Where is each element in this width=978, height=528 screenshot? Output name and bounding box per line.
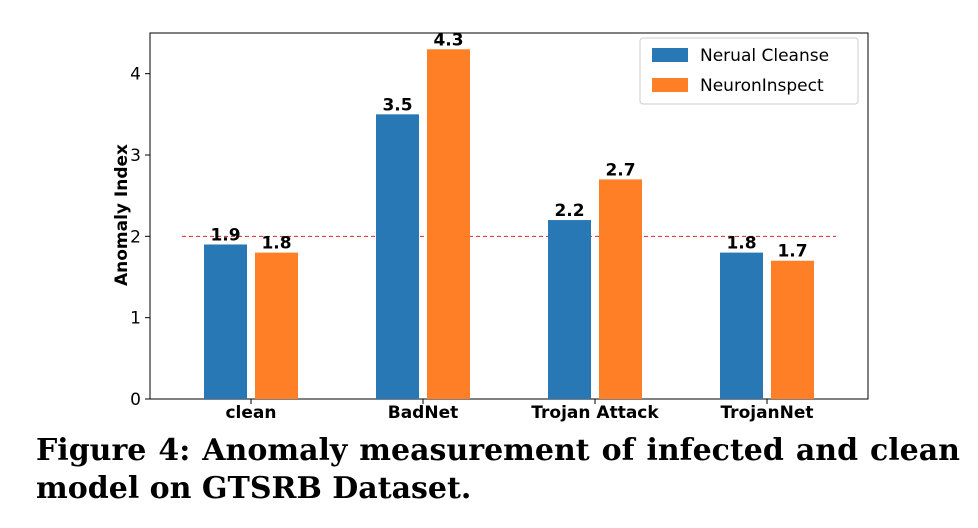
bar-value-label: 1.9 [210, 225, 240, 245]
bar-neuroninspect [255, 252, 298, 399]
legend-box [639, 37, 859, 105]
y-tick-label: 3 [130, 146, 141, 166]
x-axis: clean BadNet Trojan Attack TrojanNet [225, 399, 814, 423]
bar-neuroninspect [427, 49, 470, 400]
y-tick-label: 1 [130, 309, 141, 329]
x-tick-label: TrojanNet [720, 403, 813, 423]
bar-value-label: 1.8 [261, 234, 291, 254]
bar-neuroninspect [599, 179, 642, 399]
bar-nerual-cleanse [548, 220, 591, 399]
plot-area-border [149, 32, 869, 400]
legend-swatch-nerual-cleanse [652, 48, 688, 62]
legend-swatch-neuroninspect [652, 78, 688, 92]
legend-label-neuroninspect: NeuronInspect [700, 76, 824, 96]
value-labels-layer: 1.9 1.8 3.5 4.3 2.2 2.7 1.8 1.7 [210, 30, 807, 261]
bar-value-label: 4.3 [433, 30, 463, 50]
y-axis: 0 1 2 3 4 [130, 65, 150, 410]
plot-frame [149, 32, 869, 400]
bar-chart: 1.9 1.8 3.5 4.3 2.2 2.7 1.8 1.7 0 1 2 3 4 clean BadN… [112, 30, 869, 423]
bar-nerual-cleanse [376, 114, 419, 399]
y-tick-label: 2 [130, 227, 141, 247]
legend: Nerual Cleanse NeuronInspect [639, 37, 859, 105]
bar-value-label: 2.2 [554, 201, 584, 221]
bar-nerual-cleanse [720, 252, 763, 399]
x-tick-label: clean [225, 403, 276, 423]
bar-value-label: 1.7 [777, 242, 807, 262]
bar-value-label: 3.5 [382, 95, 412, 115]
bar-value-label: 2.7 [605, 160, 635, 180]
bar-value-label: 1.8 [726, 234, 756, 254]
bars-layer [204, 49, 814, 400]
x-tick-label: BadNet [388, 403, 458, 423]
y-tick-label: 0 [130, 390, 141, 410]
figure-caption: Figure 4: Anomaly measurement of infecte… [36, 433, 960, 506]
bar-neuroninspect [771, 260, 814, 399]
y-tick-label: 4 [130, 65, 141, 85]
bar-nerual-cleanse [204, 244, 247, 399]
x-tick-label: Trojan Attack [531, 403, 659, 423]
y-axis-label: Anomaly Index [112, 144, 132, 286]
legend-label-nerual-cleanse: Nerual Cleanse [700, 46, 829, 66]
